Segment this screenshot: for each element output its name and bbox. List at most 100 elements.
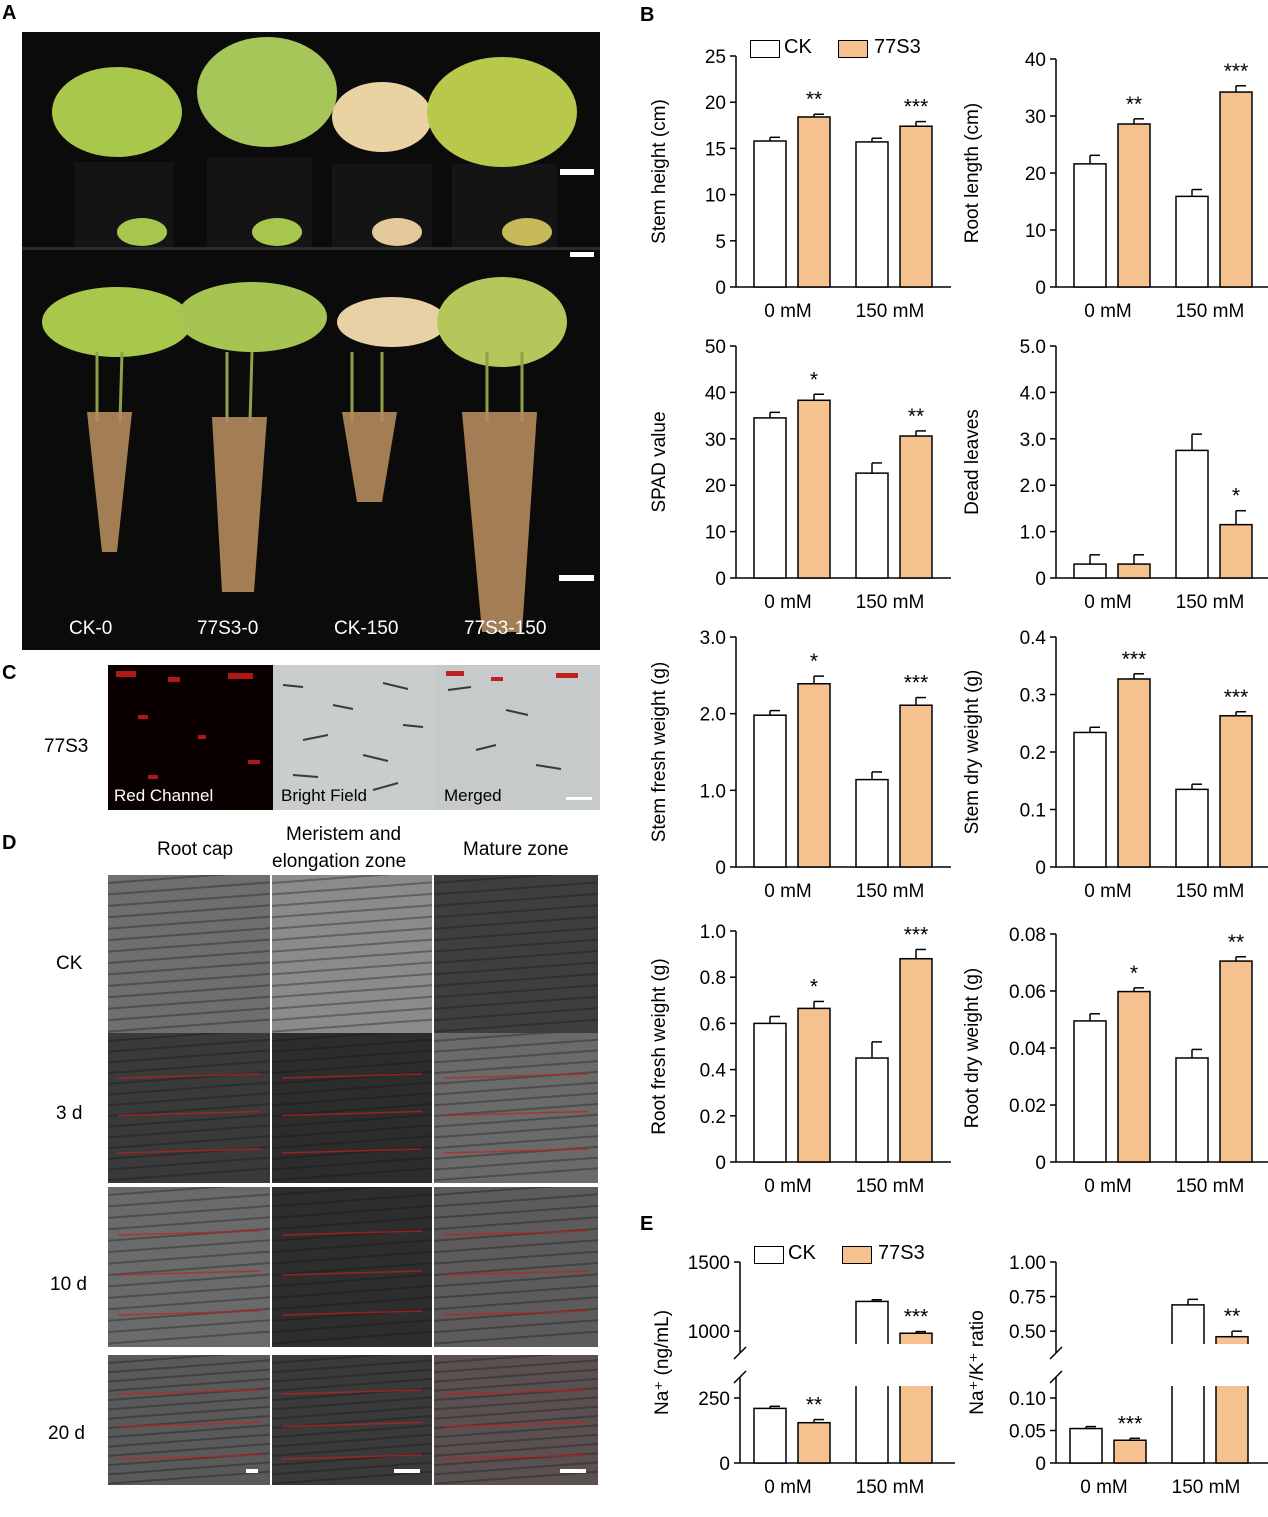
panel-c-row-label: 77S3 (44, 736, 89, 757)
dead-leaves-xtick-label: 0 mM (1084, 592, 1132, 613)
stem-height-sig: ** (806, 88, 822, 111)
dead-leaves-bar (1219, 523, 1253, 579)
plant-illustration (22, 37, 600, 632)
spad-ytick-label: 20 (705, 476, 726, 497)
spad-ytick-label: 0 (715, 569, 726, 590)
root-fresh-bar (899, 957, 933, 1163)
micro-image-r3-c0 (108, 1355, 270, 1485)
stem-dry-ytick-label: 0.1 (1020, 801, 1046, 822)
merged-label: Merged (444, 786, 502, 805)
na-bar-gap (898, 1344, 934, 1386)
stem-dry-bar (1117, 678, 1151, 868)
nak-bar (1113, 1439, 1147, 1464)
root-fresh-ylabel: Root fresh weight (g) (649, 958, 670, 1134)
na-break-mark (733, 1370, 747, 1384)
nak-xtick-label: 0 mM (1080, 1477, 1128, 1498)
nak-bar-lower (1215, 1384, 1249, 1464)
micro-image-r1-c0 (108, 1033, 270, 1183)
nak-bar-gap (1214, 1344, 1250, 1386)
micro-image-r1-c1 (272, 1033, 432, 1183)
root-dry-ytick-label: 0 (1035, 1153, 1046, 1174)
panel-letter-d: D (2, 832, 17, 854)
micro-image-r1-c2 (434, 1033, 598, 1183)
stem-dry-xtick-label: 0 mM (1084, 881, 1132, 902)
root-fresh-sig: *** (904, 923, 929, 946)
nak-bar-lower (1171, 1384, 1205, 1464)
root-dry-bar (1117, 990, 1151, 1163)
root-fresh-xtick-label: 150 mM (856, 1176, 925, 1197)
stem-dry-ytick-label: 0.2 (1020, 743, 1046, 764)
col-header-root-cap: Root cap (157, 839, 234, 860)
na-sig: ** (806, 1394, 822, 1417)
legend-77s3-label: 77S3 (874, 36, 921, 58)
stem-dry-ylabel: Stem dry weight (g) (962, 670, 983, 835)
stem-dry-bar (1175, 788, 1209, 868)
na-ytick-label: 1500 (688, 1253, 730, 1274)
red-channel-image: Red Channel (108, 665, 273, 810)
photo-label-ck-0: CK-0 (69, 618, 113, 639)
stem-height-sig: *** (904, 96, 929, 119)
root-fresh-xtick-label: 0 mM (764, 1176, 812, 1197)
stem-fresh-sig: *** (904, 672, 929, 695)
root-length-ytick-label: 10 (1025, 221, 1046, 242)
stem-fresh-sig: * (810, 650, 818, 673)
nak-break-mark (1049, 1370, 1063, 1384)
stem-fresh-ylabel: Stem fresh weight (g) (649, 662, 670, 843)
na-ylabel: Na⁺ (ng/mL) (652, 1310, 673, 1415)
root-fresh-ytick-label: 0.6 (700, 1014, 726, 1035)
plant-photo: CK-0 77S3-0 CK-150 77S3-150 (22, 32, 600, 650)
root-length-sig: ** (1126, 93, 1142, 116)
nak-ytick-label: 0.10 (1009, 1389, 1046, 1410)
root-length-ylabel: Root length (cm) (962, 103, 983, 243)
na-bar-upper (899, 1332, 933, 1346)
na-xtick-label: 150 mM (856, 1477, 925, 1498)
dead-leaves-ytick-label: 1.0 (1020, 523, 1046, 544)
dead-leaves-ylabel: Dead leaves (962, 409, 983, 515)
stem-fresh-ytick-label: 3.0 (700, 628, 726, 649)
root-dry-xtick-label: 0 mM (1084, 1176, 1132, 1197)
stem-fresh-bar (753, 714, 787, 868)
nak-ytick-label: 1.00 (1009, 1253, 1046, 1274)
stem-height-bar (797, 116, 831, 288)
nak-ylabel: Na⁺/K⁺ ratio (967, 1310, 988, 1415)
root-dry-ytick-label: 0.02 (1009, 1096, 1046, 1117)
nak-sig: *** (1118, 1412, 1143, 1435)
micro-image-r2-c1 (272, 1187, 432, 1347)
legend-ck-label: CK (784, 36, 812, 58)
stem-fresh-ytick-label: 0 (715, 858, 726, 879)
spad-bar (855, 472, 889, 579)
nak-bar-gap (1170, 1344, 1206, 1386)
root-length-sig: *** (1224, 60, 1249, 83)
stem-fresh-xtick-label: 150 mM (856, 881, 925, 902)
stem-height-ylabel: Stem height (cm) (649, 99, 670, 244)
bright-field-label: Bright Field (281, 786, 367, 805)
dead-leaves-ytick-label: 5.0 (1020, 337, 1046, 358)
dead-leaves-sig: * (1232, 485, 1240, 508)
row-label-10d: 10 d (50, 1274, 87, 1295)
stem-dry-ytick-label: 0.4 (1020, 628, 1047, 649)
legend-ck-label-e: CK (788, 1242, 816, 1264)
root-length-bar (1117, 123, 1151, 288)
spad-xtick-label: 0 mM (764, 592, 812, 613)
root-dry-ytick-label: 0.04 (1009, 1039, 1046, 1060)
photo-label-ck-150: CK-150 (334, 618, 399, 639)
spad-bar (899, 435, 933, 579)
na-ytick-label: 0 (719, 1454, 730, 1475)
spad-ytick-label: 10 (705, 523, 726, 544)
spad-ytick-label: 50 (705, 337, 726, 358)
root-dry-xtick-label: 150 mM (1176, 1176, 1245, 1197)
na-ytick-label: 1000 (688, 1322, 730, 1343)
stem-dry-bar (1219, 715, 1253, 868)
nak-xtick-label: 150 mM (1172, 1477, 1241, 1498)
na-bar (797, 1421, 831, 1464)
row-label-ck: CK (56, 953, 83, 974)
na-bar-upper (855, 1300, 889, 1346)
legend-77s3-swatch (838, 40, 868, 58)
root-length-bar (1073, 163, 1107, 288)
stem-height-bar (899, 125, 933, 288)
col-header-mature-zone: Mature zone (463, 839, 569, 860)
spad-bar (797, 399, 831, 579)
root-dry-bar (1175, 1057, 1209, 1163)
legend-ck-swatch (750, 40, 780, 58)
stem-height-ytick-label: 10 (705, 186, 726, 207)
